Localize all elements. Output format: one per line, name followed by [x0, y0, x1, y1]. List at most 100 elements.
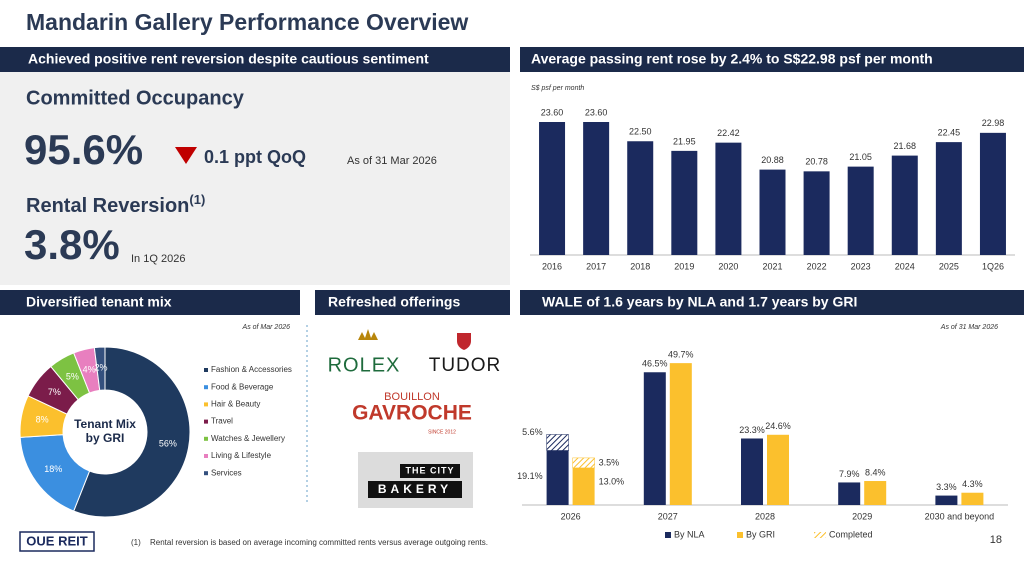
label: Committed Occupancy [26, 87, 245, 109]
tudor-shield [457, 333, 471, 350]
big-value: 3.8% [24, 221, 120, 268]
x-tick-label: 1Q26 [982, 261, 1004, 271]
slice-label: 18% [44, 464, 62, 474]
completed-bar [546, 434, 569, 451]
bar [891, 155, 918, 255]
slice-label: 8% [36, 414, 49, 424]
legend-swatch [204, 419, 208, 424]
x-tick-label: 2017 [586, 261, 606, 271]
value-label: 24.6% [765, 421, 791, 431]
value-label: 3.5% [599, 457, 620, 467]
x-tick-label: 2027 [658, 511, 678, 521]
bar [671, 150, 698, 255]
logo: THE CITY [405, 465, 454, 475]
pie-slice [73, 346, 191, 518]
value-label: 21.95 [673, 136, 696, 146]
value-label: 20.88 [761, 155, 784, 165]
x-tick-label: 2016 [542, 261, 562, 271]
value-label: 19.1% [517, 471, 543, 481]
bar [715, 142, 742, 255]
slice-label: 5% [66, 371, 79, 381]
center-label: Tenant Mix [74, 417, 136, 431]
completed-bar [572, 457, 595, 469]
x-tick-label: 2019 [674, 261, 694, 271]
center-label: by GRI [86, 431, 125, 445]
legend-label: Hair & Beauty [211, 400, 260, 409]
footnote-mark: (1) [131, 538, 141, 547]
x-tick-label: 2025 [939, 261, 959, 271]
pie-slice [93, 346, 106, 391]
label-text: Rental Reversion [26, 195, 189, 217]
legend-swatch [204, 436, 208, 441]
legend-label: By NLA [674, 529, 705, 539]
header-bar [520, 47, 1024, 72]
legend-swatch [204, 402, 208, 407]
legend-label: Food & Beverage [211, 382, 274, 391]
bar [669, 363, 692, 505]
x-tick-label: 2020 [718, 261, 738, 271]
panel-header: WALE of 1.6 years by NLA and 1.7 years b… [542, 294, 857, 310]
header-bar [0, 290, 300, 315]
reit-logo: OUE REIT [26, 533, 87, 548]
value-label: 22.50 [629, 127, 652, 137]
logo: BAKERY [378, 482, 452, 496]
bar [838, 482, 861, 505]
panel-header: Average passing rent rose by 2.4% to S$2… [531, 51, 933, 67]
panel-header: Refreshed offerings [328, 294, 460, 310]
rolex-crown [358, 329, 378, 340]
value-label: 49.7% [668, 350, 694, 360]
value-label: 21.05 [849, 152, 872, 162]
bakery-bg [358, 452, 473, 508]
change: 0.1 ppt QoQ [204, 147, 306, 167]
occupancy-panel [0, 47, 510, 285]
note: As of Mar 2026 [242, 324, 291, 331]
legend-swatch [204, 385, 208, 390]
x-tick-label: 2018 [630, 261, 650, 271]
header-bar [520, 290, 1024, 315]
slice-label: 4% [83, 364, 96, 374]
note: As of 31 Mar 2026 [940, 324, 998, 331]
legend-swatch [665, 532, 671, 538]
reit-logo-box [19, 531, 95, 552]
value-label: 4.3% [962, 479, 983, 489]
value-label: 8.4% [865, 467, 886, 477]
bar [759, 169, 786, 255]
x-tick-label: 2030 and beyond [925, 511, 995, 521]
legend-swatch [737, 532, 743, 538]
logo: GAVROCHE [352, 402, 472, 425]
big-value: 95.6% [24, 126, 143, 173]
period: In 1Q 2026 [131, 253, 185, 265]
bar [539, 122, 566, 255]
x-tick-label: 2021 [762, 261, 782, 271]
legend-label: Services [211, 468, 242, 477]
logo: TUDOR [429, 355, 502, 376]
value-label: 3.3% [936, 482, 957, 492]
bar [935, 495, 958, 505]
x-tick-label: 2022 [807, 261, 827, 271]
legend-swatch [814, 532, 826, 538]
legend-swatch [204, 471, 208, 476]
slice-label: 7% [48, 387, 61, 397]
bakery-box [368, 481, 462, 498]
panel-header: Diversified tenant mix [26, 294, 172, 310]
bar [979, 132, 1006, 255]
bar [767, 434, 789, 505]
value-label: 23.60 [541, 107, 564, 117]
axis-unit: S$ psf per month [531, 85, 584, 92]
value-label: 21.68 [894, 141, 917, 151]
value-label: 22.42 [717, 128, 740, 138]
x-tick-label: 2028 [755, 511, 775, 521]
legend-swatch [204, 454, 208, 458]
bar [864, 481, 887, 505]
x-tick-label: 2024 [895, 261, 915, 271]
value-label: 22.98 [982, 118, 1005, 128]
x-tick-label: 2023 [851, 261, 871, 271]
value-label: 13.0% [599, 476, 625, 486]
slide-title: Mandarin Gallery Performance Overview [26, 9, 468, 35]
bar [741, 438, 763, 505]
bar [546, 450, 569, 505]
legend-label: By GRI [746, 529, 775, 539]
bar [572, 467, 595, 505]
as-of: As of 31 Mar 2026 [347, 155, 437, 167]
